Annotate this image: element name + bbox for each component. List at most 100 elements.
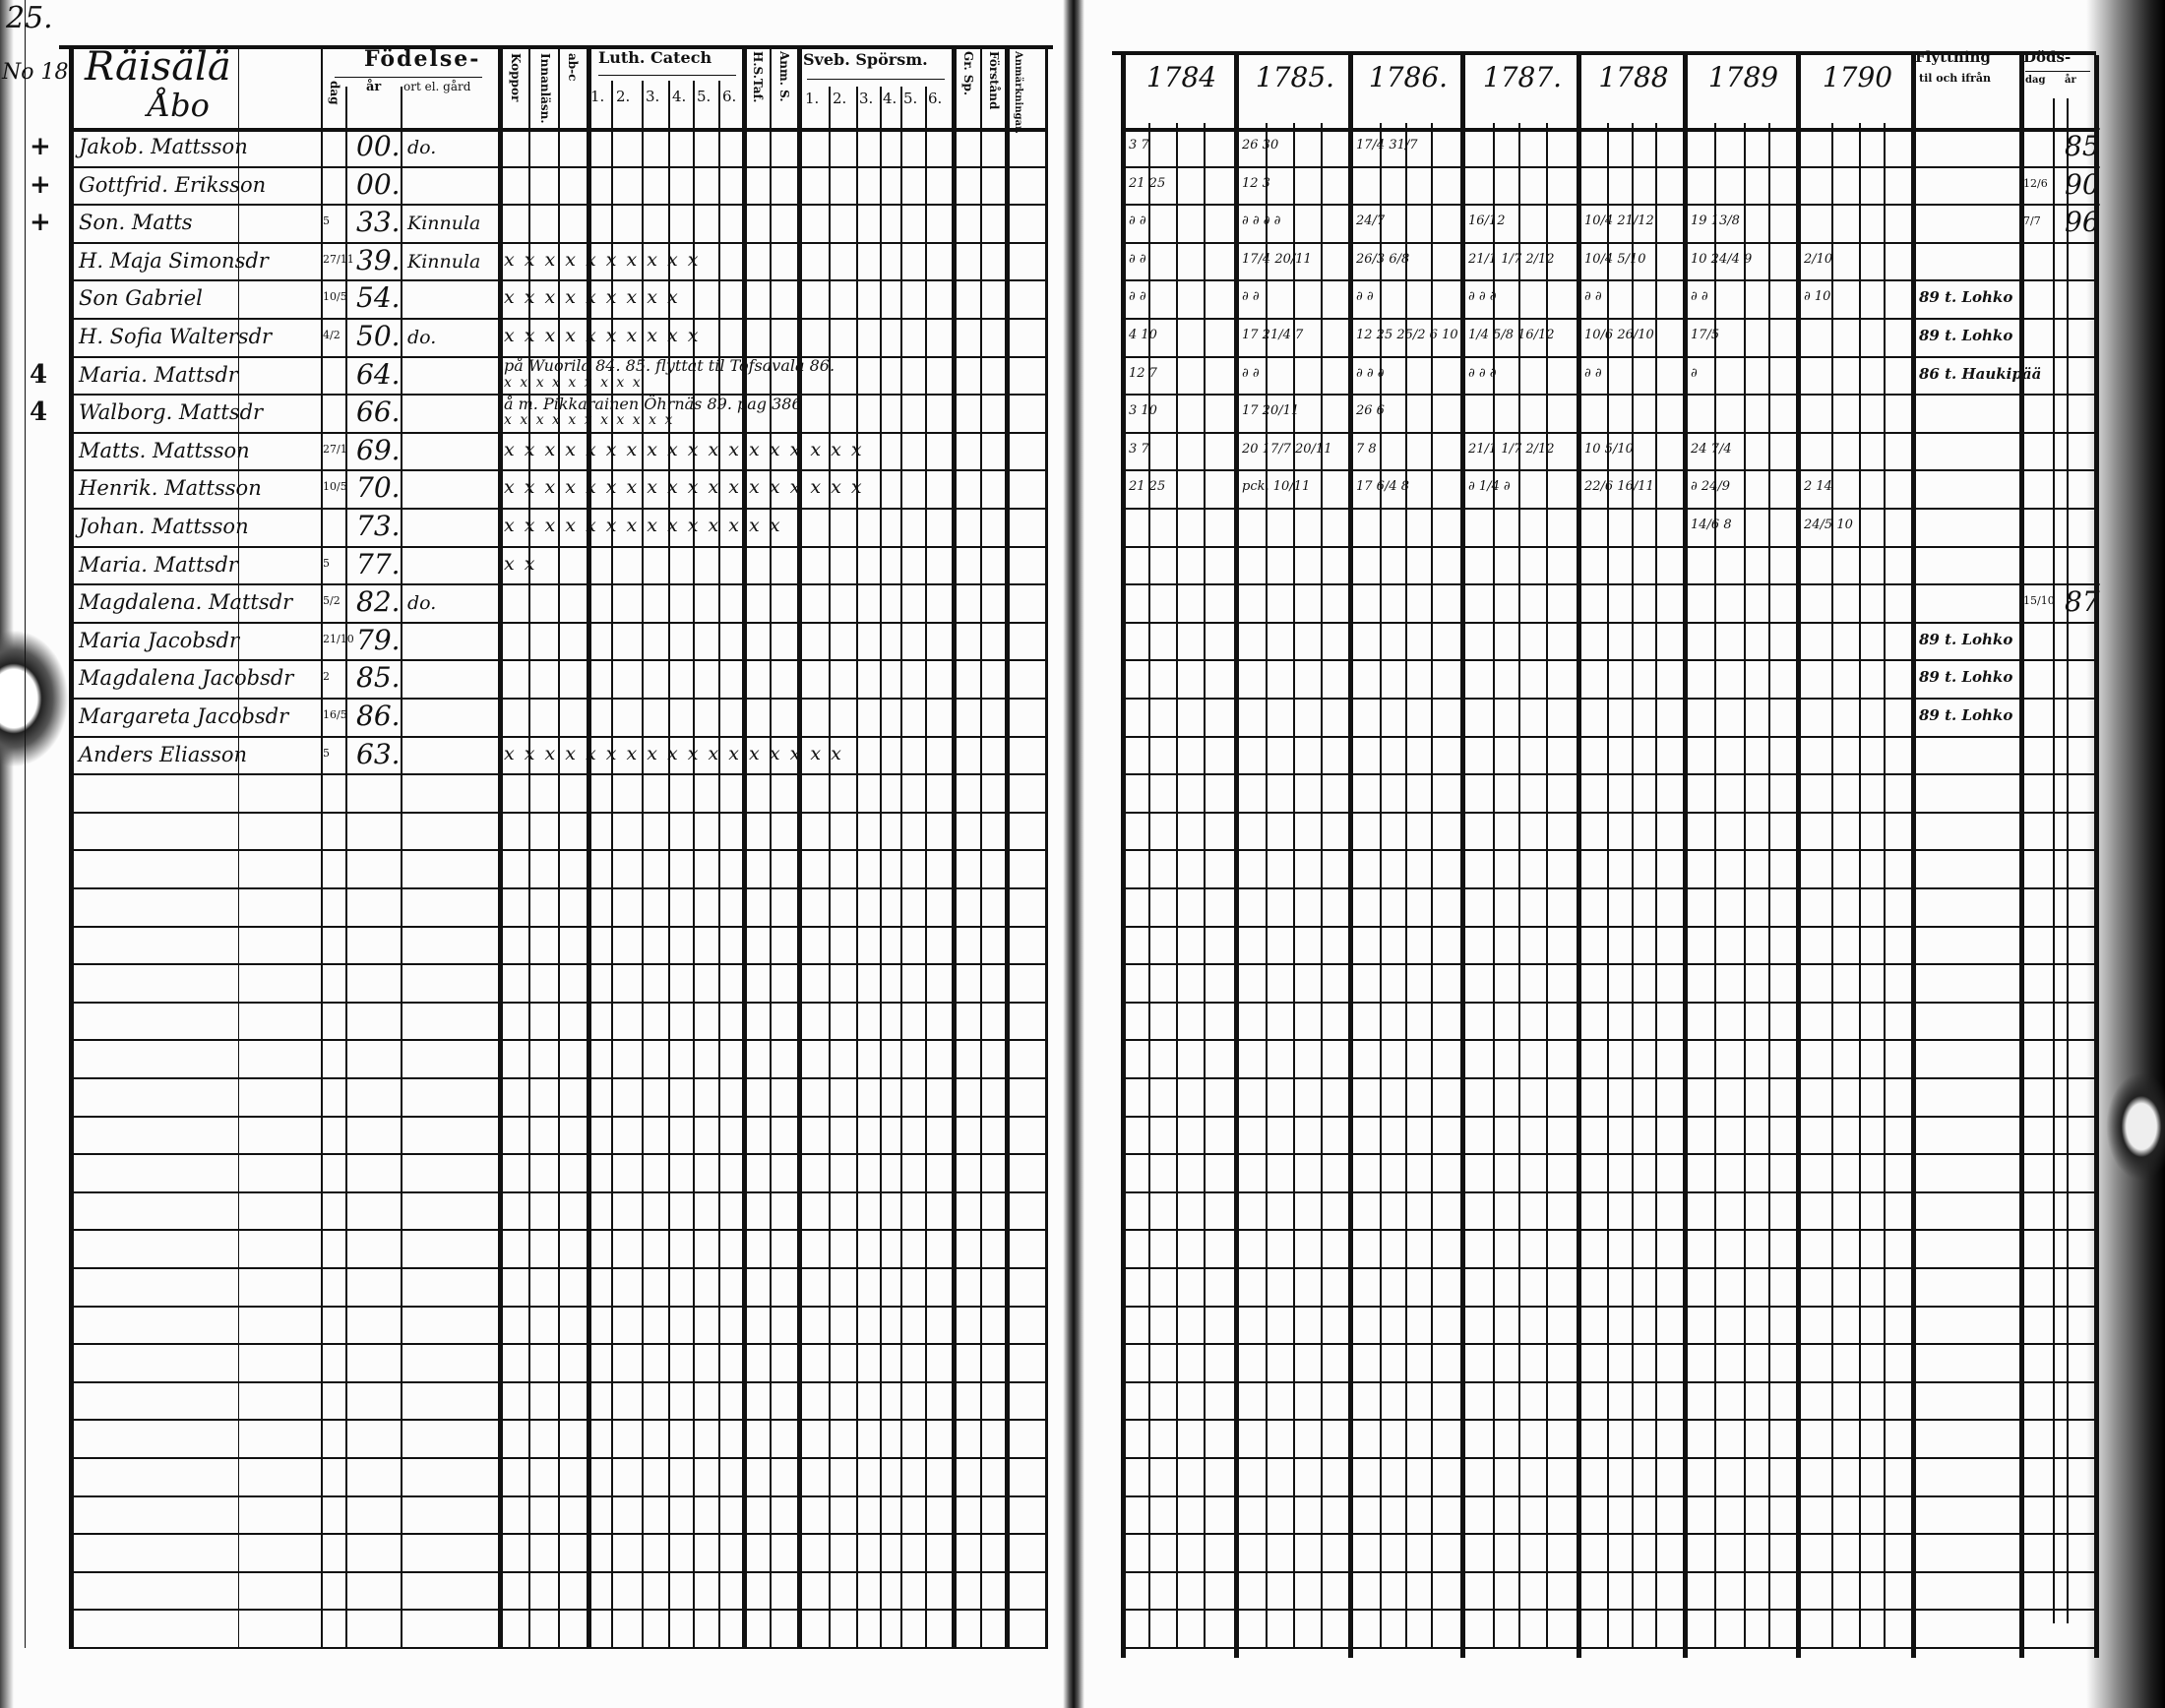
birth-day: 10/5: [323, 290, 347, 304]
row-rule: [69, 469, 1048, 471]
communion-entry: ∂ ∂ ∂ ∂: [1242, 214, 1281, 229]
communion-entry: 10 5/10: [1584, 441, 1634, 457]
communion-entry: 26 6: [1356, 403, 1385, 419]
column-rule: [642, 81, 644, 1648]
column-rule: [1005, 45, 1010, 1648]
row-rule: [69, 622, 1048, 624]
cross-mark: 4: [30, 397, 48, 428]
birth-year: 86.: [356, 700, 401, 732]
row-rule: [1121, 166, 2097, 168]
row-rule: [1121, 1077, 2097, 1079]
person-name: Magdalena. Mattsdr: [79, 590, 293, 615]
catech-column-label: 2.: [616, 88, 631, 105]
column-rule: [238, 45, 239, 1648]
row-rule: [1121, 1647, 2097, 1649]
row-rule: [69, 1419, 1048, 1421]
row-rule: [1121, 1381, 2097, 1383]
row-rule: [69, 1002, 1048, 1004]
birth-day: 16/5: [323, 708, 347, 721]
row-rule: [1121, 318, 2097, 320]
communion-entry: 10 24/4 9: [1691, 251, 1753, 267]
column-rule: [2019, 55, 2024, 1658]
birth-day: 2: [323, 670, 330, 684]
column-rule: [587, 45, 591, 1648]
column-rule: [856, 87, 858, 1648]
column-rule: [980, 45, 982, 1648]
catech-header-rule: [598, 75, 736, 76]
communion-entry: ∂ 1/4 ∂: [1468, 479, 1511, 495]
column-rule: [829, 87, 831, 1648]
row-rule: [1121, 1153, 2097, 1155]
birth-year: 85.: [356, 661, 401, 695]
catech-column-label: 5.: [697, 88, 711, 105]
row-rule: [1121, 508, 2097, 510]
catech-column-label: 6.: [722, 88, 737, 105]
communion-entry: ∂ ∂: [1129, 251, 1146, 267]
cross-mark: 4: [30, 359, 48, 390]
row-rule: [1121, 394, 2097, 396]
column-rule: [1266, 123, 1268, 1648]
person-name: Jakob. Mattsson: [79, 135, 248, 158]
row-rule: [69, 812, 1048, 814]
birth-day: 27/11: [323, 252, 354, 266]
person-name: Johan. Mattsson: [79, 515, 249, 538]
death-year: 90: [2065, 167, 2100, 201]
birth-place: do.: [407, 327, 437, 348]
column-rule: [1768, 123, 1770, 1648]
row-rule: [69, 128, 1048, 132]
communion-entry: 14/6 8: [1691, 518, 1732, 532]
communion-entry: ∂ ∂: [1584, 289, 1602, 305]
header-reading: Innanläsn.: [538, 53, 552, 124]
household-number: No 18: [2, 60, 69, 85]
communion-entry: 7 8: [1356, 441, 1377, 457]
column-rule: [693, 81, 695, 1648]
row-rule: [1121, 1267, 2097, 1269]
communion-entry: 12 25 25/2 6 10: [1356, 328, 1458, 342]
communion-entry: ∂ 24/9: [1691, 479, 1731, 495]
person-name: Walborg. Mattsdr: [79, 400, 264, 425]
header-place: ort el. gård: [403, 80, 471, 93]
column-rule: [528, 45, 530, 1648]
person-name: Maria. Mattsdr: [79, 552, 238, 577]
birth-year: 33.: [356, 206, 401, 239]
birth-year: 54.: [356, 281, 401, 315]
communion-entry: ∂ ∂: [1584, 365, 1602, 381]
birth-year: 39.: [356, 243, 401, 276]
column-rule: [1744, 123, 1746, 1648]
page-clip-shadow: [0, 630, 69, 767]
column-rule: [2094, 55, 2099, 1658]
person-name: Anders Eliasson: [79, 742, 248, 766]
village-name: Åbo: [148, 87, 210, 124]
row-rule: [69, 849, 1048, 851]
catech-column-label: 3.: [646, 88, 660, 105]
catech-column-label: 1.: [590, 88, 605, 105]
header-moving: Flyttning: [1915, 48, 1991, 66]
row-rule: [1121, 963, 2097, 965]
cross-mark: +: [30, 132, 51, 161]
row-rule: [1121, 1457, 2097, 1459]
birth-place: Kinnula: [407, 250, 481, 273]
header-gr-sp: Gr. Sp.: [961, 51, 975, 96]
communion-entry: 26/3 6/8: [1356, 251, 1410, 267]
sveb-column-label: 6.: [928, 90, 943, 107]
year-header: 1789: [1707, 61, 1779, 93]
row-rule: [1121, 432, 2097, 434]
scan-edge-left: [0, 0, 14, 1708]
row-rule: [69, 1343, 1048, 1345]
birth-year: 79.: [356, 623, 401, 656]
birth-year: 64.: [356, 357, 401, 391]
communion-entry: 3 7: [1129, 441, 1149, 457]
death-day: 12/6: [2023, 176, 2048, 190]
page-clip-shadow-right: [2106, 1072, 2165, 1181]
birth-day: 5: [323, 214, 330, 228]
header-death-day: dag: [2025, 75, 2046, 86]
row-rule: [1121, 1306, 2097, 1308]
row-rule: [69, 1647, 1048, 1649]
row-rule: [1121, 1039, 2097, 1041]
communion-entry: 21 25: [1129, 479, 1166, 495]
sveb-column-label: 3.: [859, 90, 874, 107]
communion-entry: ∂ 10: [1804, 289, 1831, 305]
header-top-rule: [59, 45, 1053, 49]
column-rule: [2067, 98, 2069, 1623]
row-rule: [1121, 887, 2097, 889]
